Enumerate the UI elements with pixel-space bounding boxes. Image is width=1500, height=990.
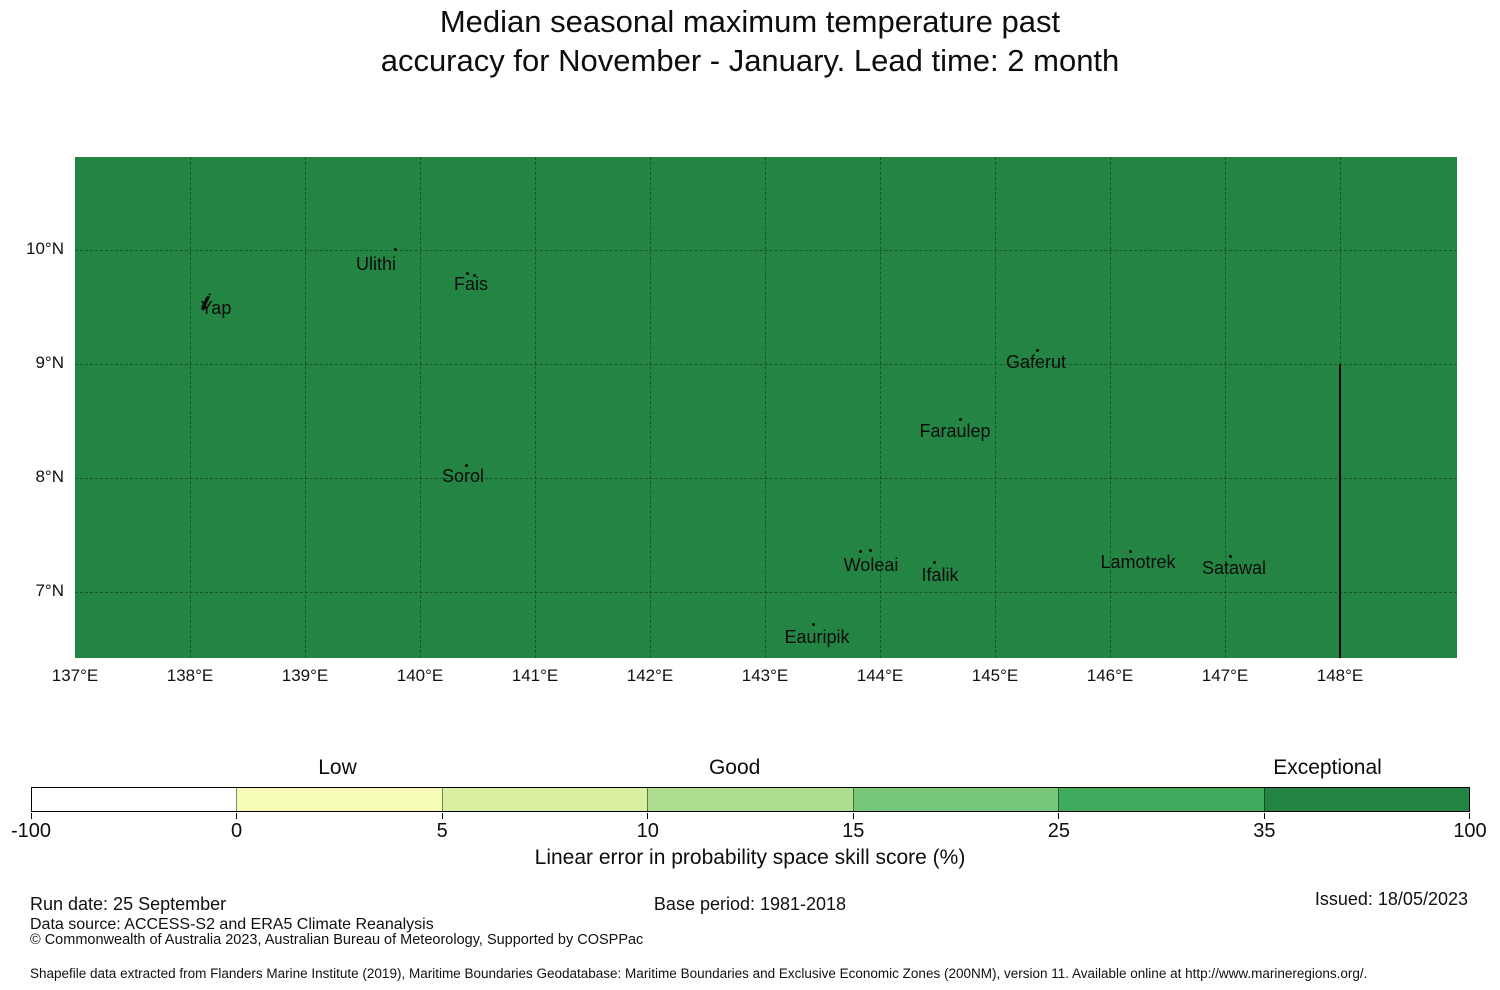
colorbar-segment bbox=[1263, 788, 1469, 811]
island-marker-dot bbox=[811, 622, 815, 626]
colorbar-tick bbox=[31, 813, 32, 819]
island-marker-dot bbox=[465, 271, 469, 275]
colorbar-segment bbox=[1058, 788, 1264, 811]
lon-tick-label: 147°E bbox=[1201, 666, 1249, 685]
island-marker-dot bbox=[472, 273, 476, 277]
colorbar-tick bbox=[236, 813, 238, 819]
island-marker-dot bbox=[1128, 549, 1132, 553]
map-gridline-vertical bbox=[304, 157, 306, 658]
island-label: Gaferut bbox=[1005, 352, 1067, 372]
colorbar-tick-label: -100 bbox=[10, 820, 52, 842]
colorbar-category-label: Good bbox=[708, 756, 761, 779]
colorbar-segment bbox=[852, 788, 1059, 811]
lon-tick-label: 145°E bbox=[971, 666, 1019, 685]
colorbar-tick bbox=[647, 813, 649, 819]
colorbar-tick bbox=[852, 813, 854, 819]
shapefile-note-text: Shapefile data extracted from Flanders M… bbox=[30, 966, 1368, 981]
figure-title-line2: accuracy for November - January. Lead ti… bbox=[380, 43, 1120, 78]
colorbar-tick-label: 5 bbox=[436, 820, 448, 842]
map-gridline-vertical bbox=[879, 157, 881, 658]
island-label: Faraulep bbox=[919, 421, 991, 441]
colorbar-axis-label: Linear error in probability space skill … bbox=[534, 846, 966, 869]
island-label: Yap bbox=[200, 298, 232, 318]
lon-tick-label: 137°E bbox=[51, 666, 99, 685]
colorbar-segment bbox=[32, 788, 237, 811]
colorbar-tick-label: 10 bbox=[636, 820, 659, 842]
island-marker-dot bbox=[932, 560, 936, 564]
island-label: Eauripik bbox=[784, 627, 850, 647]
map-gridline-vertical bbox=[1109, 157, 1111, 658]
lat-tick-label: 9°N bbox=[35, 353, 64, 372]
colorbar-category-label: Exceptional bbox=[1273, 756, 1382, 779]
map-gridline-vertical bbox=[1224, 157, 1226, 658]
lat-tick-label: 8°N bbox=[35, 467, 64, 486]
map-gridline-vertical bbox=[534, 157, 536, 658]
map-gridline-horizontal bbox=[75, 591, 1457, 593]
map-gridline-vertical bbox=[649, 157, 651, 658]
lon-tick-label: 141°E bbox=[511, 666, 559, 685]
island-marker-dot bbox=[1228, 554, 1232, 558]
yap-island-shape bbox=[201, 293, 211, 311]
figure-title-line1: Median seasonal maximum temperature past bbox=[439, 4, 1061, 39]
island-label: Lamotrek bbox=[1100, 552, 1176, 572]
island-marker-dot bbox=[393, 247, 397, 251]
colorbar-tick-label: 0 bbox=[231, 820, 243, 842]
island-label: Ifalik bbox=[921, 565, 959, 585]
island-label: Ulithi bbox=[355, 254, 396, 274]
lon-tick-label: 139°E bbox=[281, 666, 329, 685]
lon-tick-label: 143°E bbox=[741, 666, 789, 685]
colorbar-bar bbox=[31, 787, 1470, 812]
island-label: Sorol bbox=[441, 466, 485, 486]
colorbar-tick bbox=[1469, 813, 1470, 819]
colorbar-tick-label: 15 bbox=[842, 820, 865, 842]
colorbar-tick bbox=[441, 813, 443, 819]
copyright-text: © Commonwealth of Australia 2023, Austra… bbox=[30, 932, 644, 948]
colorbar-tick-label: 35 bbox=[1253, 820, 1276, 842]
map-gridline-vertical bbox=[419, 157, 421, 658]
map-gridline-vertical bbox=[994, 157, 996, 658]
island-marker-dot bbox=[858, 549, 862, 553]
map-gridline-vertical bbox=[189, 157, 191, 658]
lat-tick-label: 10°N bbox=[26, 239, 64, 258]
colorbar-tick-label: 100 bbox=[1453, 820, 1487, 842]
lon-tick-label: 148°E bbox=[1316, 666, 1364, 685]
data-source-text: Data source: ACCESS-S2 and ERA5 Climate … bbox=[30, 916, 434, 933]
colorbar-segment bbox=[647, 788, 853, 811]
map-gridline-vertical bbox=[764, 157, 766, 658]
colorbar-tick-label: 25 bbox=[1047, 820, 1070, 842]
issued-date-text: Issued: 18/05/2023 bbox=[1314, 889, 1468, 909]
base-period-text: Base period: 1981-2018 bbox=[653, 894, 847, 914]
map-gridline-horizontal bbox=[75, 249, 1457, 251]
figure-title: Median seasonal maximum temperature past… bbox=[0, 2, 1500, 80]
lon-tick-label: 140°E bbox=[396, 666, 444, 685]
island-marker-dot bbox=[464, 463, 468, 467]
island-marker-dot bbox=[958, 417, 962, 421]
island-marker-dot bbox=[868, 548, 872, 552]
lon-tick-label: 144°E bbox=[856, 666, 904, 685]
colorbar-tick bbox=[1263, 813, 1265, 819]
colorbar-category-label: Low bbox=[318, 756, 357, 779]
island-label: Satawal bbox=[1201, 558, 1267, 578]
lon-tick-label: 138°E bbox=[166, 666, 214, 685]
colorbar-tick bbox=[1058, 813, 1060, 819]
colorbar-segment bbox=[441, 788, 648, 811]
lat-tick-label: 7°N bbox=[35, 581, 64, 600]
map-gridline-horizontal bbox=[75, 477, 1457, 479]
island-marker-dot bbox=[1035, 348, 1039, 352]
eez-boundary-line bbox=[1339, 364, 1341, 658]
map-area bbox=[75, 157, 1457, 658]
map-gridline-horizontal bbox=[75, 363, 1457, 365]
lon-tick-label: 146°E bbox=[1086, 666, 1134, 685]
colorbar-segment bbox=[236, 788, 442, 811]
colorbar: -100 0 5 10 15 25 35 100 Low Good Exceptional bbox=[11, 756, 1487, 842]
island-label: Woleai bbox=[843, 555, 899, 575]
lon-tick-label: 142°E bbox=[626, 666, 674, 685]
run-date-text: Run date: 25 September bbox=[30, 894, 227, 914]
island-label: Fais bbox=[453, 274, 488, 294]
